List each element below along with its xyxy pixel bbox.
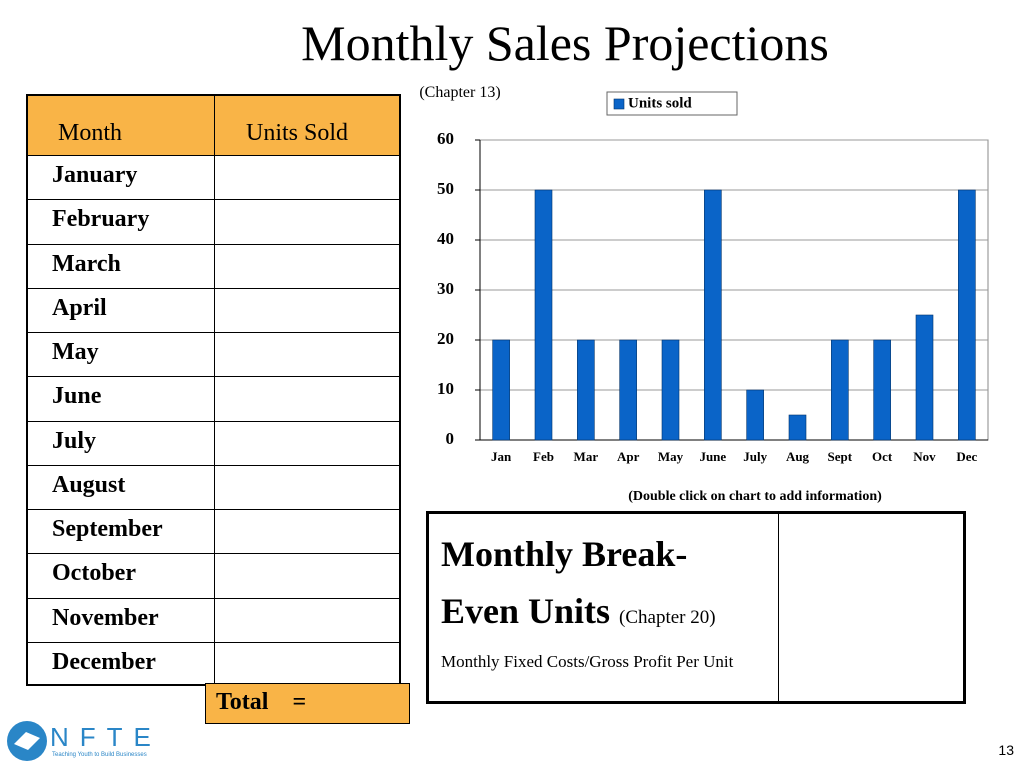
bar: [873, 339, 891, 441]
x-tick-label: July: [743, 449, 767, 464]
bar: [534, 189, 553, 441]
month-cell: May: [52, 339, 99, 366]
x-tick-label: Oct: [872, 449, 893, 464]
header-row: Month Units Sold: [28, 96, 399, 155]
column-divider: [778, 514, 779, 701]
legend-label: Units sold: [628, 95, 692, 111]
y-tick-label: 50: [437, 179, 454, 198]
logo-shape: [14, 732, 40, 750]
bar: [746, 389, 764, 441]
bar: [788, 414, 807, 441]
sales-table: Month Units Sold January February March April…: [26, 94, 401, 686]
table-row: March: [28, 243, 399, 288]
x-tick-label: Nov: [913, 449, 936, 464]
x-tick-label: Apr: [617, 449, 640, 464]
break-even-formula: Monthly Fixed Costs/Gross Profit Per Uni…: [441, 652, 734, 671]
x-tick-label: Aug: [786, 449, 810, 464]
header-cell: Month: [58, 120, 123, 146]
month-cell: November: [52, 604, 159, 631]
break-even-heading: Monthly Break-Even Units (Chapter 20): [441, 526, 731, 646]
table-row: May: [28, 332, 399, 376]
logo-icon: [7, 721, 47, 761]
total-cell: Total =: [205, 683, 410, 724]
month-cell: March: [52, 250, 121, 277]
break-even-chapter: (Chapter 20): [619, 607, 716, 628]
y-tick-label: 30: [437, 279, 454, 298]
bar: [958, 189, 976, 441]
subtitle: (Chapter 13): [419, 84, 501, 101]
x-tick-label: June: [699, 449, 726, 464]
month-cell: June: [52, 383, 102, 410]
month-cell: February: [52, 206, 150, 233]
table-row: August: [28, 464, 399, 509]
table-row: November: [28, 597, 399, 642]
header-cell: Units Sold: [246, 120, 349, 146]
table-row: February: [28, 199, 399, 243]
x-tick-label: Dec: [956, 449, 977, 464]
bar: [704, 189, 722, 441]
table-row: January: [28, 155, 399, 199]
x-tick-label: Jan: [491, 449, 512, 464]
y-tick-label: 0: [446, 429, 455, 448]
chart-note: (Double click on chart to add informatio…: [628, 489, 882, 504]
month-cell: September: [52, 516, 163, 543]
break-even-box: Monthly Break-Even Units (Chapter 20) Mo…: [426, 511, 966, 704]
table-row: September: [28, 509, 399, 553]
logo-tagline: Teaching Youth to Build Businesses: [52, 752, 147, 758]
header-bg: [28, 96, 399, 155]
bar: [619, 339, 637, 441]
page-number: 13: [998, 742, 1014, 758]
x-tick-label: Feb: [533, 449, 554, 464]
x-tick-label: May: [658, 449, 684, 464]
month-cell: July: [52, 427, 97, 454]
bar: [915, 314, 934, 441]
y-tick-label: 10: [437, 379, 454, 398]
table-row: April: [28, 287, 399, 332]
table-row: October: [28, 553, 399, 597]
table-row: July: [28, 420, 399, 465]
month-cell: October: [52, 560, 136, 587]
y-tick-label: 20: [437, 329, 454, 348]
x-tick-label: Sept: [828, 449, 853, 464]
bar: [661, 339, 680, 441]
x-tick-label: Mar: [574, 449, 599, 464]
slide-title: Monthly Sales Projections: [301, 15, 829, 71]
bar: [831, 339, 849, 441]
chart: 0 10 20 30 40 50 60 Jan Feb Mar Apr May June July Aug S…: [437, 91, 989, 464]
month-cell: December: [52, 648, 156, 675]
table-row: December: [28, 641, 399, 686]
column-divider: [214, 96, 215, 684]
month-cell: August: [52, 471, 126, 498]
bar: [492, 339, 510, 441]
table-row: June: [28, 376, 399, 420]
logo-name: NFTE: [50, 722, 162, 752]
break-even-title: Monthly Break-Even Units: [441, 534, 688, 631]
bar: [577, 339, 595, 441]
break-even-text: Monthly Break-Even Units (Chapter 20) Mo…: [441, 526, 771, 678]
legend-swatch: [613, 98, 625, 110]
y-tick-label: 60: [437, 129, 454, 148]
legend-box: [606, 91, 738, 116]
y-tick-label: 40: [437, 229, 454, 248]
month-cell: April: [52, 294, 107, 321]
month-cell: January: [52, 162, 138, 189]
